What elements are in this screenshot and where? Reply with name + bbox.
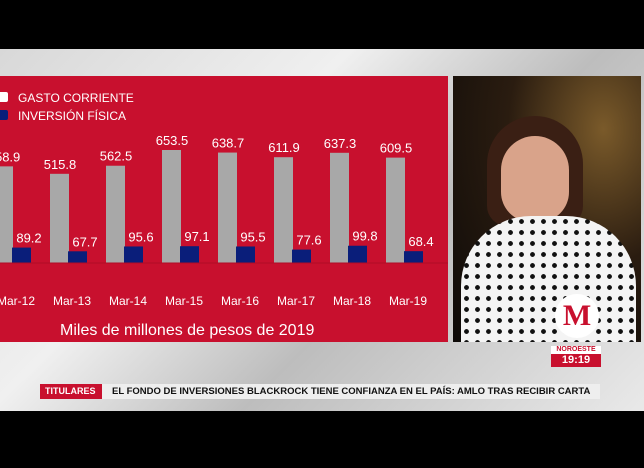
x-tick-4: Mar-16 xyxy=(221,294,259,308)
label-gasto-7: 609.5 xyxy=(380,141,413,156)
chart-panel: GASTO CORRIENTE INVERSIÓN FÍSICA 558.9 89.2… xyxy=(0,76,448,342)
clock-region: NOROESTE xyxy=(551,346,601,354)
clock-badge: NOROESTE 19:19 xyxy=(551,346,601,368)
news-ticker: TITULARES EL FONDO DE INVERSIONES BLACKR… xyxy=(40,384,600,399)
bar-inversion-5 xyxy=(292,249,311,263)
bar-inversion-0 xyxy=(12,247,31,263)
label-gasto-4: 638.7 xyxy=(212,136,245,151)
x-tick-0: Mar-12 xyxy=(0,294,35,308)
label-gasto-6: 637.3 xyxy=(324,136,357,151)
label-gasto-2: 562.5 xyxy=(100,149,133,164)
presenter-face xyxy=(501,136,569,222)
label-gasto-0: 558.9 xyxy=(0,149,20,164)
video-feed: M xyxy=(453,76,641,342)
bar-inversion-2 xyxy=(124,246,143,263)
legend-swatch-0 xyxy=(0,92,8,102)
bar-gasto-1 xyxy=(50,173,69,263)
legend-label-1: INVERSIÓN FÍSICA xyxy=(18,108,126,123)
bar-gasto-3 xyxy=(162,150,181,263)
bar-gasto-6 xyxy=(330,152,349,263)
bar-gasto-2 xyxy=(106,165,125,263)
clock-time: 19:19 xyxy=(551,354,601,367)
legend-label-0: GASTO CORRIENTE xyxy=(18,91,134,105)
label-inversion-3: 97.1 xyxy=(184,229,209,244)
bar-inversion-3 xyxy=(180,246,199,263)
label-inversion-0: 89.2 xyxy=(16,231,41,246)
bar-inversion-6 xyxy=(348,245,367,263)
label-inversion-1: 67.7 xyxy=(72,234,97,249)
label-inversion-2: 95.6 xyxy=(128,229,153,244)
presenter-body xyxy=(461,216,636,342)
broadcast-frame: GASTO CORRIENTE INVERSIÓN FÍSICA 558.9 89.2… xyxy=(0,49,644,411)
bar-inversion-7 xyxy=(404,251,423,263)
x-axis-label: Miles de millones de pesos de 2019 xyxy=(60,322,314,339)
label-inversion-6: 99.8 xyxy=(352,229,377,244)
legend-swatch-1 xyxy=(0,110,8,120)
ticker-label: TITULARES xyxy=(40,384,102,399)
bar-inversion-1 xyxy=(68,251,87,263)
label-gasto-5: 611.9 xyxy=(268,140,300,155)
label-inversion-7: 68.4 xyxy=(408,234,433,249)
bar-gasto-5 xyxy=(274,157,293,263)
x-tick-1: Mar-13 xyxy=(53,294,91,308)
label-gasto-3: 653.5 xyxy=(156,133,189,148)
bar-gasto-0 xyxy=(0,166,13,263)
x-tick-5: Mar-17 xyxy=(277,294,315,308)
bar-inversion-4 xyxy=(236,246,255,263)
x-tick-6: Mar-18 xyxy=(333,294,371,308)
bar-chart: GASTO CORRIENTE INVERSIÓN FÍSICA 558.9 89.2… xyxy=(0,91,448,339)
x-tick-3: Mar-15 xyxy=(165,294,203,308)
bar-gasto-4 xyxy=(218,152,237,263)
label-gasto-1: 515.8 xyxy=(44,157,77,172)
milenio-logo-icon: M xyxy=(555,294,599,338)
ticker-headline: EL FONDO DE INVERSIONES BLACKROCK TIENE … xyxy=(112,386,591,397)
x-tick-2: Mar-14 xyxy=(109,294,147,308)
label-inversion-4: 95.5 xyxy=(240,229,265,244)
label-inversion-5: 77.6 xyxy=(296,233,321,248)
x-tick-7: Mar-19 xyxy=(389,294,427,308)
bar-gasto-7 xyxy=(386,157,405,263)
